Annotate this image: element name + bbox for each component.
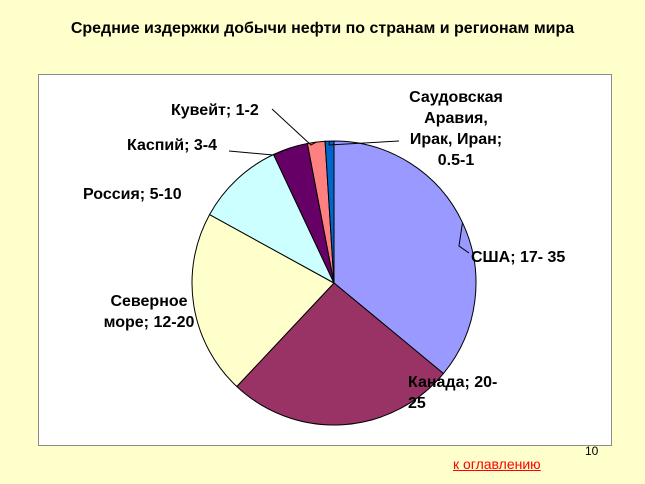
data-label-6: Кувейт; 1-2 bbox=[171, 102, 259, 119]
plot-area: США; 17- 35 Канада; 20-25 Северное море; 12… bbox=[38, 74, 612, 446]
leader-line-5 bbox=[228, 147, 291, 156]
pie-chart: США; 17- 35 Канада; 20-25 Северное море; 12… bbox=[83, 89, 565, 426]
data-label-1: США; 17- 35 bbox=[471, 249, 565, 266]
page-number: 10 bbox=[585, 444, 599, 458]
pie-slice-2 bbox=[236, 282, 445, 426]
leader-line-1 bbox=[458, 222, 470, 254]
leader-line-6 bbox=[271, 108, 317, 146]
data-label-5: Каспий; 3-4 bbox=[127, 137, 217, 154]
data-label-3: Северное море; 12-20 bbox=[104, 293, 195, 331]
data-label-2: Канада; 20-25 bbox=[408, 374, 497, 412]
pie-slice-3 bbox=[191, 213, 335, 388]
data-label-7: Саудовская Аравия, Ирак, Иран; 0.5-1 bbox=[409, 89, 503, 169]
data-label-4: Россия; 5-10 bbox=[83, 186, 182, 203]
toc-link[interactable]: к оглавлению bbox=[453, 456, 541, 472]
chart-title: Средние издержки добычи нефти по странам… bbox=[70, 20, 575, 37]
leader-line-7 bbox=[328, 140, 400, 146]
